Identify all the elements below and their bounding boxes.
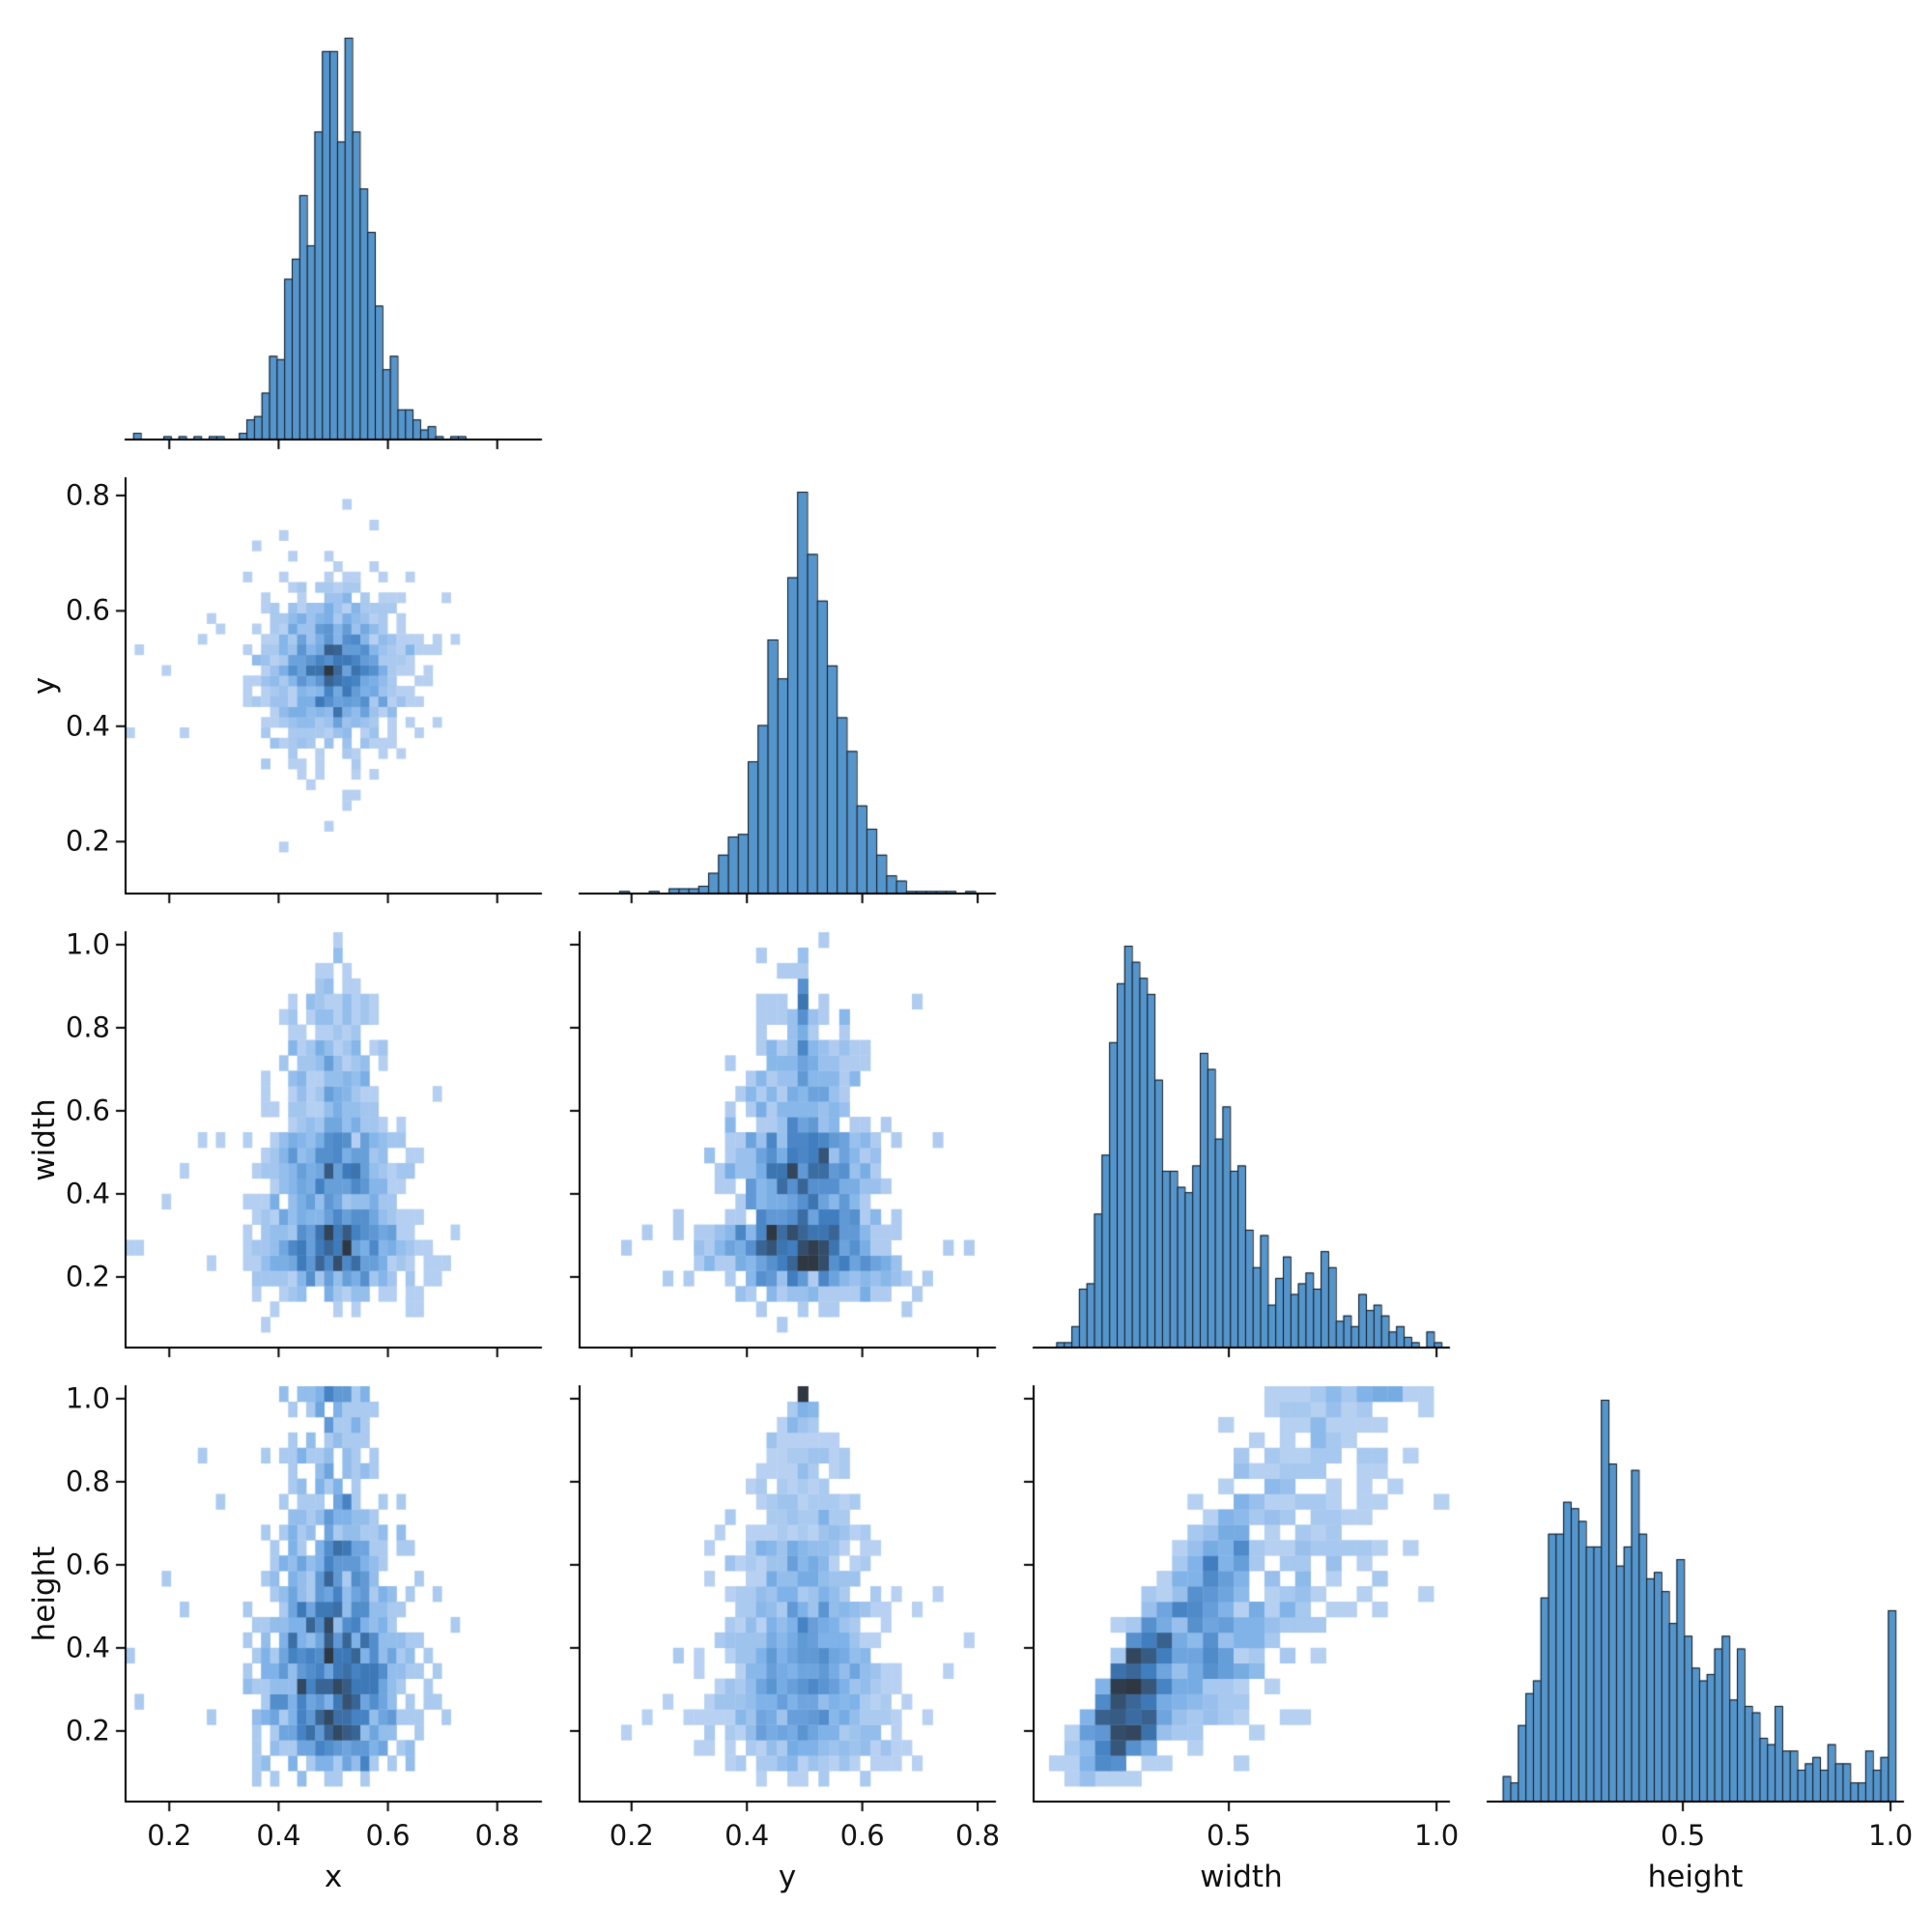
pairplot-figure: x y width height y width height 0.5 1.0 0.… — [0, 0, 1932, 1932]
pairplot-canvas — [0, 0, 1932, 1932]
